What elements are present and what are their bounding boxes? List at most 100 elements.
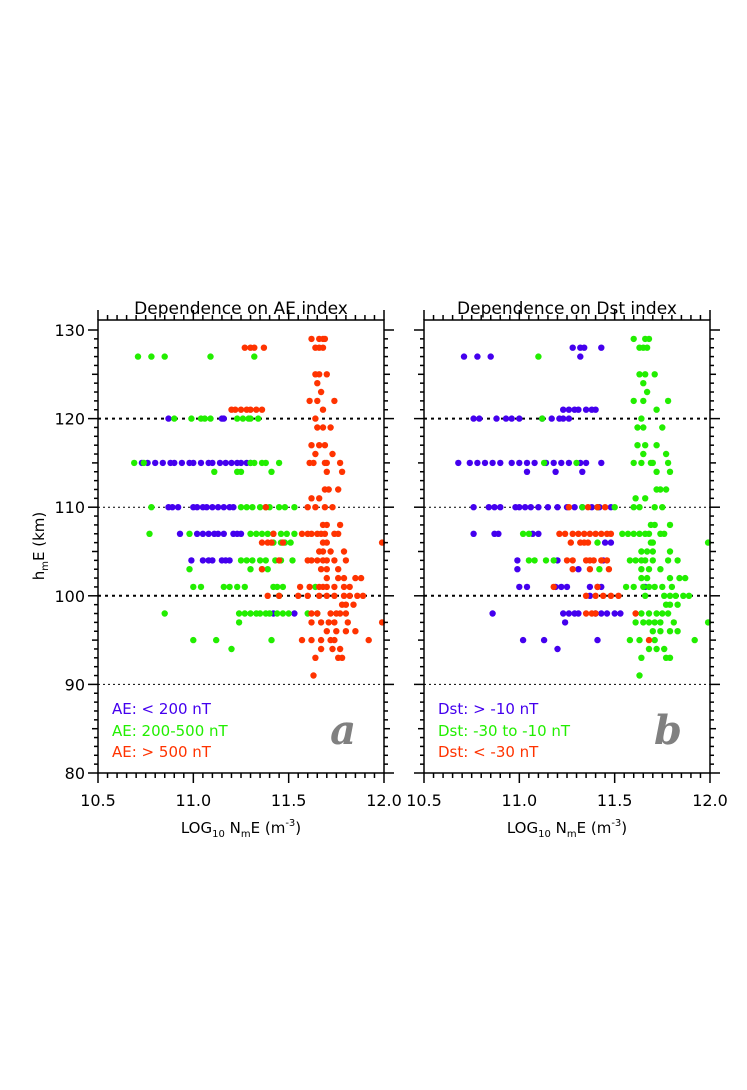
data-point-series-1 xyxy=(630,504,637,511)
data-point-series-2 xyxy=(232,406,239,413)
data-point-series-0 xyxy=(540,636,548,644)
data-point-series-0 xyxy=(516,415,523,422)
data-point-series-2 xyxy=(314,424,321,431)
data-point-series-2 xyxy=(308,619,315,626)
data-point-series-1 xyxy=(542,557,550,564)
data-point-series-2 xyxy=(569,566,576,573)
data-point-series-1 xyxy=(649,557,656,564)
data-point-series-2 xyxy=(314,397,321,405)
data-point-series-2 xyxy=(592,610,599,617)
data-point-series-2 xyxy=(312,415,319,422)
data-point-series-0 xyxy=(487,353,494,360)
data-point-series-1 xyxy=(638,548,645,555)
xlabel-end: ) xyxy=(295,819,301,837)
data-point-series-2 xyxy=(584,539,592,546)
data-point-series-0 xyxy=(474,353,481,360)
x-tick-label: 10.5 xyxy=(80,791,116,810)
data-point-series-0 xyxy=(209,557,216,564)
data-point-series-1 xyxy=(611,504,618,511)
data-point-series-2 xyxy=(357,574,365,582)
data-point-series-1 xyxy=(235,610,243,617)
data-point-series-2 xyxy=(312,450,319,458)
data-point-series-2 xyxy=(569,530,576,537)
data-point-series-0 xyxy=(178,459,186,467)
data-point-series-1 xyxy=(662,486,670,493)
data-point-series-0 xyxy=(466,459,473,467)
legend-entry: AE: < 200 nT xyxy=(112,700,212,718)
data-point-series-1 xyxy=(540,459,548,467)
data-point-series-1 xyxy=(146,530,153,537)
data-point-series-2 xyxy=(607,592,615,599)
data-point-series-1 xyxy=(256,557,264,564)
data-point-series-0 xyxy=(188,557,195,564)
data-point-series-1 xyxy=(291,504,298,511)
data-point-series-2 xyxy=(342,601,350,608)
data-point-series-0 xyxy=(582,459,590,467)
data-point-series-0 xyxy=(470,504,477,511)
data-point-series-0 xyxy=(214,504,222,511)
data-point-series-2 xyxy=(258,539,266,546)
data-point-series-2 xyxy=(323,459,330,467)
data-point-series-2 xyxy=(237,406,245,413)
data-point-series-1 xyxy=(651,371,658,378)
panel-b-x-axis-label: LOG10 NmE (m-3) xyxy=(507,818,627,840)
data-point-series-2 xyxy=(563,557,571,564)
data-point-series-2 xyxy=(306,397,313,405)
data-point-series-1 xyxy=(632,619,639,626)
data-point-series-0 xyxy=(535,504,542,511)
data-point-series-2 xyxy=(325,619,332,626)
data-point-series-1 xyxy=(630,530,637,537)
xlabel-mid: N xyxy=(551,819,567,837)
data-point-series-1 xyxy=(268,636,275,644)
data-point-series-2 xyxy=(323,371,330,378)
data-point-series-1 xyxy=(237,557,245,564)
x-tick-label: 10.5 xyxy=(406,791,442,810)
data-point-series-2 xyxy=(323,521,330,529)
data-point-series-2 xyxy=(314,557,321,564)
data-point-series-2 xyxy=(340,574,348,582)
data-point-series-0 xyxy=(531,459,538,467)
data-point-series-2 xyxy=(310,672,317,679)
data-point-series-2 xyxy=(317,566,325,573)
data-point-series-2 xyxy=(260,344,268,351)
data-point-series-1 xyxy=(251,353,258,360)
data-point-series-1 xyxy=(134,353,142,360)
data-point-series-1 xyxy=(186,566,193,573)
ylabel-base: h xyxy=(30,571,48,581)
data-point-series-0 xyxy=(497,504,504,511)
data-point-series-1 xyxy=(226,583,233,591)
data-point-series-0 xyxy=(523,459,531,467)
data-point-series-1 xyxy=(632,495,639,502)
data-point-series-1 xyxy=(682,574,689,582)
data-point-series-0 xyxy=(558,583,565,591)
data-point-series-1 xyxy=(666,601,674,608)
data-point-series-2 xyxy=(352,628,359,635)
data-point-series-1 xyxy=(666,468,674,475)
data-point-series-1 xyxy=(634,424,641,431)
data-point-series-1 xyxy=(596,566,603,573)
data-point-series-0 xyxy=(476,415,483,422)
data-point-series-1 xyxy=(645,530,653,537)
data-point-series-2 xyxy=(308,610,315,617)
panel-b-x-tick-labels: 10.5 11.0 11.5 12.0 xyxy=(406,791,728,810)
data-point-series-2 xyxy=(298,636,306,644)
data-point-series-2 xyxy=(314,610,321,617)
data-point-series-1 xyxy=(266,610,273,617)
data-point-series-0 xyxy=(220,504,227,511)
data-point-series-1 xyxy=(525,557,533,564)
data-point-series-0 xyxy=(516,504,523,511)
data-point-series-1 xyxy=(638,654,645,661)
data-point-series-2 xyxy=(342,610,350,617)
data-point-series-1 xyxy=(659,424,666,431)
data-point-series-0 xyxy=(560,406,567,413)
data-point-series-1 xyxy=(645,645,653,653)
data-point-series-0 xyxy=(176,530,184,537)
data-point-series-2 xyxy=(308,442,315,449)
panel-a-x-axis-label: LOG10 NmE (m-3) xyxy=(181,818,301,840)
data-point-series-1 xyxy=(664,459,672,467)
data-point-series-0 xyxy=(579,468,586,475)
data-point-series-1 xyxy=(243,557,250,564)
data-point-series-1 xyxy=(642,371,649,378)
data-point-series-1 xyxy=(264,530,271,537)
data-point-series-2 xyxy=(316,495,323,502)
